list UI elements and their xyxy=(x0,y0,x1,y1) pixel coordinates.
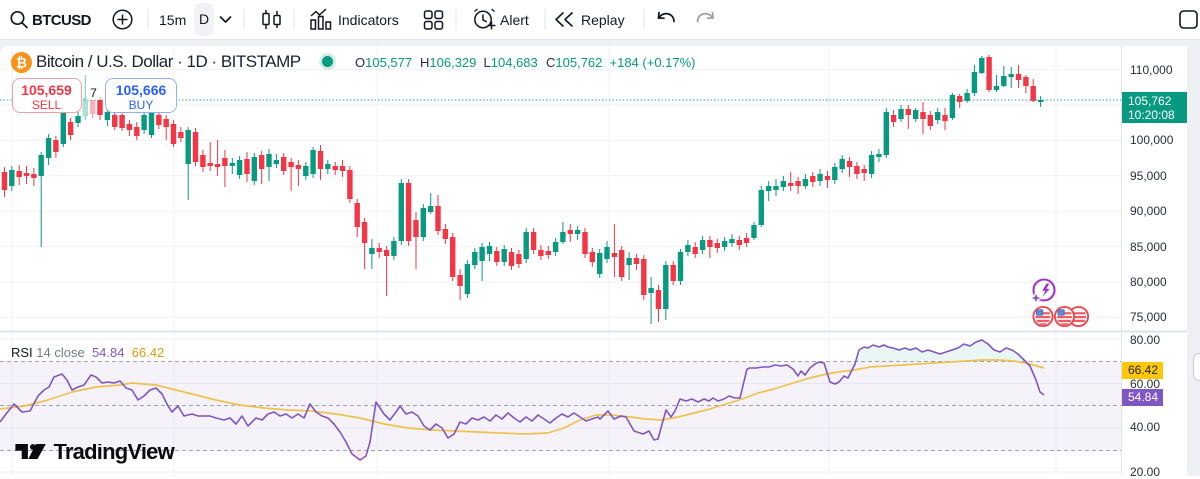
svg-text:₿: ₿ xyxy=(16,55,27,70)
svg-text:TradingView: TradingView xyxy=(54,444,176,464)
